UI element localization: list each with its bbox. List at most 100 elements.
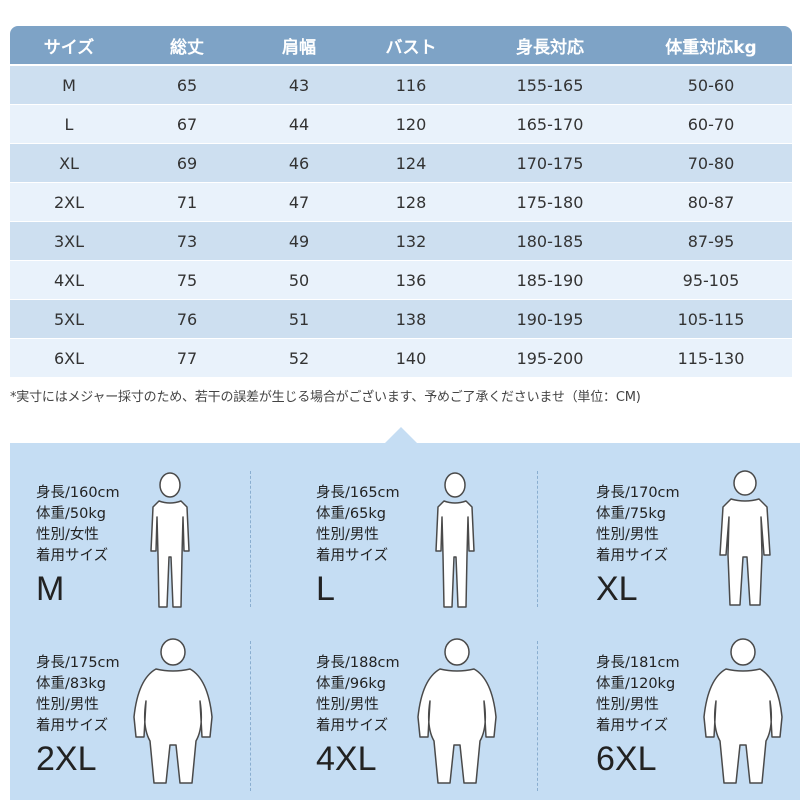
- divider: [537, 641, 538, 791]
- model-size-label: 着用サイズ: [316, 548, 389, 564]
- table-cell: M: [62, 75, 76, 95]
- table-cell: 70-80: [687, 153, 735, 173]
- body-silhouette-large-icon: [128, 637, 218, 787]
- table-row: 6XL 77 52 140 195-200 115-130: [10, 339, 792, 377]
- table-cell: 136: [395, 270, 427, 290]
- model-size: 6XL: [596, 740, 657, 778]
- table-cell: 77: [176, 348, 198, 368]
- header-cell: 肩幅: [282, 37, 316, 58]
- table-cell: 95-105: [682, 270, 740, 290]
- body-silhouette-slim-icon: [140, 471, 200, 611]
- model-card: 身長/165cm 体重/65kg 性別/男性 着用サイズ L: [310, 483, 570, 658]
- table-cell: 50: [288, 270, 310, 290]
- size-table: サイズ 総丈 肩幅 バスト 身長対応 体重対応kg M 65 43 116 155-16…: [10, 26, 792, 378]
- table-cell: 80-87: [687, 192, 735, 212]
- model-size-label: 着用サイズ: [596, 718, 669, 734]
- model-weight: 体重/75kg: [596, 506, 666, 522]
- header-cell: バスト: [385, 37, 437, 58]
- table-cell: 47: [288, 192, 310, 212]
- body-silhouette-slim-icon: [425, 471, 485, 611]
- table-cell: 3XL: [53, 231, 85, 251]
- model-gender: 性別/男性: [596, 697, 659, 713]
- model-specs: 身長/188cm 体重/96kg 性別/男性 着用サイズ 4XL: [316, 653, 446, 779]
- model-card: 身長/188cm 体重/96kg 性別/男性 着用サイズ 4XL: [310, 653, 570, 800]
- header-cell: 総丈: [170, 37, 204, 58]
- table-cell: 51: [288, 309, 310, 329]
- footnote: *実寸にはメジャー採寸のため、若干の誤差が生じる場合がございます、予めご了承くだ…: [10, 390, 641, 405]
- body-silhouette-large-icon: [412, 637, 502, 787]
- model-card: 身長/181cm 体重/120kg 性別/男性着用サイズ 6XL: [590, 653, 800, 800]
- table-row: 4XL 75 50 136 185-190 95-105: [10, 261, 792, 299]
- model-specs: 身長/175cm 体重/83kg 性別/男性 着用サイズ 2XL: [36, 653, 166, 779]
- table-cell: L: [64, 114, 74, 134]
- models-panel: 身長/160cm 体重/50kg 性別/女性 着用サイズ M 身長/165cm 体重/65k…: [10, 443, 800, 800]
- table-cell: 75: [176, 270, 198, 290]
- table-cell: 128: [395, 192, 427, 212]
- model-height: 身長/181cm: [596, 655, 680, 671]
- table-cell: 116: [395, 75, 427, 95]
- table-row: L 67 44 120 165-170 60-70: [10, 105, 792, 143]
- model-gender: 性別/男性: [316, 527, 379, 543]
- model-size: M: [36, 570, 65, 608]
- table-cell: 195-200: [516, 348, 584, 368]
- table-cell: 44: [288, 114, 310, 134]
- table-cell: 50-60: [687, 75, 735, 95]
- table-cell: 190-195: [516, 309, 584, 329]
- table-body: M 65 43 116 155-165 50-60 L 67 44 120 165-170 60-70…: [10, 66, 792, 377]
- table-cell: 76: [176, 309, 198, 329]
- table-cell: 185-190: [516, 270, 584, 290]
- model-size-label: 着用サイズ: [36, 548, 109, 564]
- table-row: M 65 43 116 155-165 50-60: [10, 66, 792, 104]
- table-cell: 180-185: [516, 231, 584, 251]
- table-cell: XL: [59, 153, 79, 173]
- table-header-row: サイズ 総丈 肩幅 バスト 身長対応 体重対応kg: [10, 26, 792, 64]
- table-row: XL 69 46 124 170-175 70-80: [10, 144, 792, 182]
- model-height: 身長/170cm: [596, 485, 680, 501]
- header-cell: 体重対応kg: [665, 37, 757, 58]
- model-height: 身長/160cm: [36, 485, 120, 501]
- divider: [250, 471, 251, 607]
- body-silhouette-large-icon: [698, 637, 788, 787]
- table-row: 5XL 76 51 138 190-195 105-115: [10, 300, 792, 338]
- table-cell: 67: [176, 114, 198, 134]
- table-cell: 124: [395, 153, 427, 173]
- table-cell: 46: [288, 153, 310, 173]
- model-weight: 体重/83kg: [36, 676, 106, 692]
- model-card: 身長/170cm 体重/75kg 性別/男性着用サイズ XL: [590, 483, 800, 658]
- model-size: XL: [596, 570, 638, 608]
- header-cell: 身長対応: [516, 37, 584, 58]
- model-size: 4XL: [316, 740, 377, 778]
- model-size-label: 着用サイズ: [596, 548, 669, 564]
- model-size-label: 着用サイズ: [316, 718, 389, 734]
- header-cell: サイズ: [43, 37, 95, 58]
- model-gender: 性別/男性: [36, 697, 99, 713]
- model-specs: 身長/181cm 体重/120kg 性別/男性着用サイズ 6XL: [596, 653, 726, 779]
- model-size: L: [316, 570, 335, 608]
- table-cell: 2XL: [53, 192, 85, 212]
- table-cell: 5XL: [53, 309, 85, 329]
- model-size: 2XL: [36, 740, 97, 778]
- table-cell: 4XL: [53, 270, 85, 290]
- model-weight: 体重/120kg: [596, 676, 676, 692]
- table-cell: 60-70: [687, 114, 735, 134]
- table-cell: 73: [176, 231, 198, 251]
- table-cell: 52: [288, 348, 310, 368]
- table-cell: 155-165: [516, 75, 584, 95]
- model-height: 身長/188cm: [316, 655, 400, 671]
- table-cell: 71: [176, 192, 198, 212]
- table-cell: 165-170: [516, 114, 584, 134]
- table-cell: 87-95: [687, 231, 735, 251]
- table-cell: 65: [176, 75, 198, 95]
- model-specs: 身長/165cm 体重/65kg 性別/男性 着用サイズ L: [316, 483, 446, 609]
- model-gender: 性別/男性: [596, 527, 659, 543]
- model-specs: 身長/160cm 体重/50kg 性別/女性 着用サイズ M: [36, 483, 166, 609]
- table-cell: 105-115: [677, 309, 745, 329]
- table-cell: 170-175: [516, 153, 584, 173]
- table-cell: 49: [288, 231, 310, 251]
- table-cell: 175-180: [516, 192, 584, 212]
- table-cell: 43: [288, 75, 310, 95]
- table-cell: 132: [395, 231, 427, 251]
- table-cell: 140: [395, 348, 427, 368]
- table-cell: 138: [395, 309, 427, 329]
- table-cell: 115-130: [677, 348, 745, 368]
